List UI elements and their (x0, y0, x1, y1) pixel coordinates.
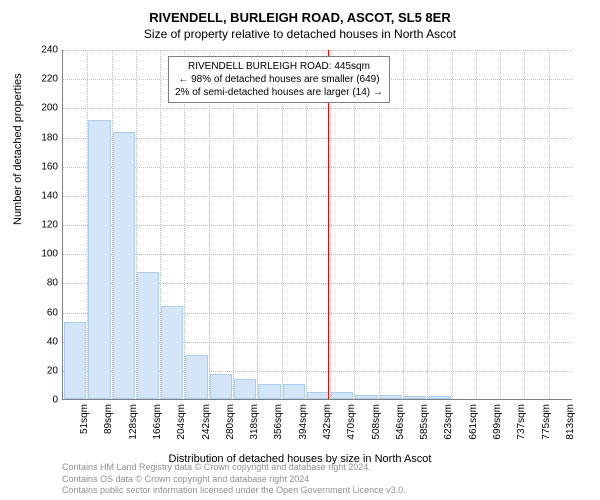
gridline-vertical (500, 50, 501, 399)
chart-title: RIVENDELL, BURLEIGH ROAD, ASCOT, SL5 8ER (0, 0, 600, 25)
x-tick-label: 585sqm (419, 404, 430, 440)
y-tick-label: 160 (41, 161, 58, 172)
y-tick-label: 80 (47, 278, 58, 289)
gridline-vertical (452, 50, 453, 399)
x-tick-label: 813sqm (565, 404, 576, 440)
x-tick-label: 661sqm (468, 404, 479, 440)
histogram-bar (234, 379, 256, 399)
info-box: RIVENDELL BURLEIGH ROAD: 445sqm← 98% of … (168, 56, 390, 103)
footer-attribution: Contains HM Land Registry data © Crown c… (62, 462, 406, 497)
y-tick-label: 60 (47, 307, 58, 318)
y-tick-label: 220 (41, 74, 58, 85)
y-tick-label: 180 (41, 132, 58, 143)
histogram-bar (210, 374, 232, 399)
chart-subtitle: Size of property relative to detached ho… (0, 25, 600, 41)
x-tick-label: 470sqm (346, 404, 357, 440)
histogram-bar (161, 306, 183, 399)
gridline-vertical (476, 50, 477, 399)
y-axis-label: Number of detached properties (12, 73, 24, 225)
x-tick-label: 394sqm (298, 404, 309, 440)
histogram-bar (64, 322, 86, 399)
gridline-vertical (524, 50, 525, 399)
x-tick-label: 318sqm (249, 404, 260, 440)
y-tick-label: 120 (41, 220, 58, 231)
gridline-vertical (427, 50, 428, 399)
chart-plot-area: 02040608010012014016018020022024051sqm89… (62, 50, 572, 400)
y-tick-label: 100 (41, 249, 58, 260)
gridline-horizontal (63, 138, 572, 139)
footer-line: Contains HM Land Registry data © Crown c… (62, 462, 406, 474)
footer-line: Contains OS data © Crown copyright and d… (62, 474, 406, 486)
gridline-horizontal (63, 108, 572, 109)
gridline-vertical (549, 50, 550, 399)
histogram-bar (428, 396, 450, 399)
x-tick-label: 128sqm (128, 404, 139, 440)
histogram-bar (404, 396, 426, 399)
y-tick-label: 200 (41, 103, 58, 114)
y-tick-label: 20 (47, 365, 58, 376)
footer-line: Contains public sector information licen… (62, 485, 406, 497)
x-tick-label: 775sqm (541, 404, 552, 440)
x-tick-label: 242sqm (201, 404, 212, 440)
x-tick-label: 432sqm (322, 404, 333, 440)
gridline-horizontal (63, 167, 572, 168)
histogram-bar (307, 392, 329, 399)
info-box-line: RIVENDELL BURLEIGH ROAD: 445sqm (175, 60, 383, 73)
info-box-line: 2% of semi-detached houses are larger (1… (175, 86, 383, 99)
y-tick-label: 0 (52, 395, 58, 406)
histogram-bar (88, 120, 110, 399)
x-tick-label: 699sqm (492, 404, 503, 440)
gridline-horizontal (63, 254, 572, 255)
gridline-horizontal (63, 196, 572, 197)
x-tick-label: 166sqm (152, 404, 163, 440)
x-tick-label: 737sqm (516, 404, 527, 440)
x-tick-label: 204sqm (176, 404, 187, 440)
y-tick-label: 240 (41, 45, 58, 56)
histogram-bar (185, 355, 207, 399)
y-tick-label: 140 (41, 190, 58, 201)
histogram-bar (380, 395, 402, 399)
histogram-bar (283, 384, 305, 399)
histogram-bar (331, 392, 353, 399)
x-tick-label: 546sqm (395, 404, 406, 440)
histogram-bar (355, 395, 377, 399)
histogram-bar (258, 384, 280, 399)
y-tick-label: 40 (47, 336, 58, 347)
x-tick-label: 51sqm (79, 404, 90, 434)
gridline-horizontal (63, 225, 572, 226)
histogram-bar (113, 132, 135, 399)
x-tick-label: 356sqm (273, 404, 284, 440)
gridline-vertical (403, 50, 404, 399)
x-tick-label: 508sqm (371, 404, 382, 440)
x-tick-label: 89sqm (103, 404, 114, 434)
histogram-bar (137, 272, 159, 399)
x-tick-label: 623sqm (443, 404, 454, 440)
info-box-line: ← 98% of detached houses are smaller (64… (175, 73, 383, 86)
gridline-horizontal (63, 50, 572, 51)
x-tick-label: 280sqm (225, 404, 236, 440)
